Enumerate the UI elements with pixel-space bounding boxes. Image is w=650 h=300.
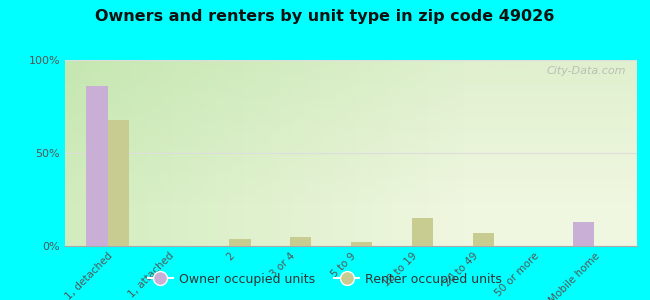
Bar [573, 222, 594, 246]
Bar [290, 237, 311, 246]
Text: City-Data.com: City-Data.com [546, 66, 625, 76]
Bar [108, 119, 129, 246]
Text: Owners and renters by unit type in zip code 49026: Owners and renters by unit type in zip c… [96, 9, 554, 24]
Bar [229, 238, 251, 246]
Bar [86, 86, 108, 246]
Bar [351, 242, 372, 246]
Bar [473, 233, 494, 246]
Bar [412, 218, 433, 246]
Legend: Owner occupied units, Renter occupied units: Owner occupied units, Renter occupied un… [143, 268, 507, 291]
